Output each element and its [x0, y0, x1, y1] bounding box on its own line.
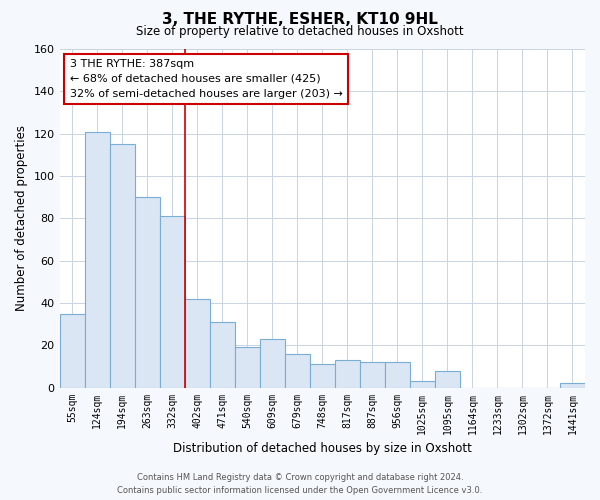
Bar	[260, 339, 285, 388]
Bar	[335, 360, 360, 388]
Text: Size of property relative to detached houses in Oxshott: Size of property relative to detached ho…	[136, 25, 464, 38]
Bar	[134, 197, 160, 388]
Bar	[360, 362, 385, 388]
Text: 3 THE RYTHE: 387sqm
← 68% of detached houses are smaller (425)
32% of semi-detac: 3 THE RYTHE: 387sqm ← 68% of detached ho…	[70, 59, 343, 99]
Bar	[160, 216, 185, 388]
Bar	[310, 364, 335, 388]
Bar	[385, 362, 410, 388]
X-axis label: Distribution of detached houses by size in Oxshott: Distribution of detached houses by size …	[173, 442, 472, 455]
Bar	[110, 144, 134, 388]
Bar	[59, 314, 85, 388]
Text: Contains HM Land Registry data © Crown copyright and database right 2024.
Contai: Contains HM Land Registry data © Crown c…	[118, 474, 482, 495]
Bar	[560, 384, 585, 388]
Bar	[410, 382, 435, 388]
Bar	[235, 348, 260, 388]
Bar	[435, 370, 460, 388]
Text: 3, THE RYTHE, ESHER, KT10 9HL: 3, THE RYTHE, ESHER, KT10 9HL	[162, 12, 438, 28]
Bar	[209, 322, 235, 388]
Bar	[185, 299, 209, 388]
Y-axis label: Number of detached properties: Number of detached properties	[15, 126, 28, 312]
Bar	[285, 354, 310, 388]
Bar	[85, 132, 110, 388]
